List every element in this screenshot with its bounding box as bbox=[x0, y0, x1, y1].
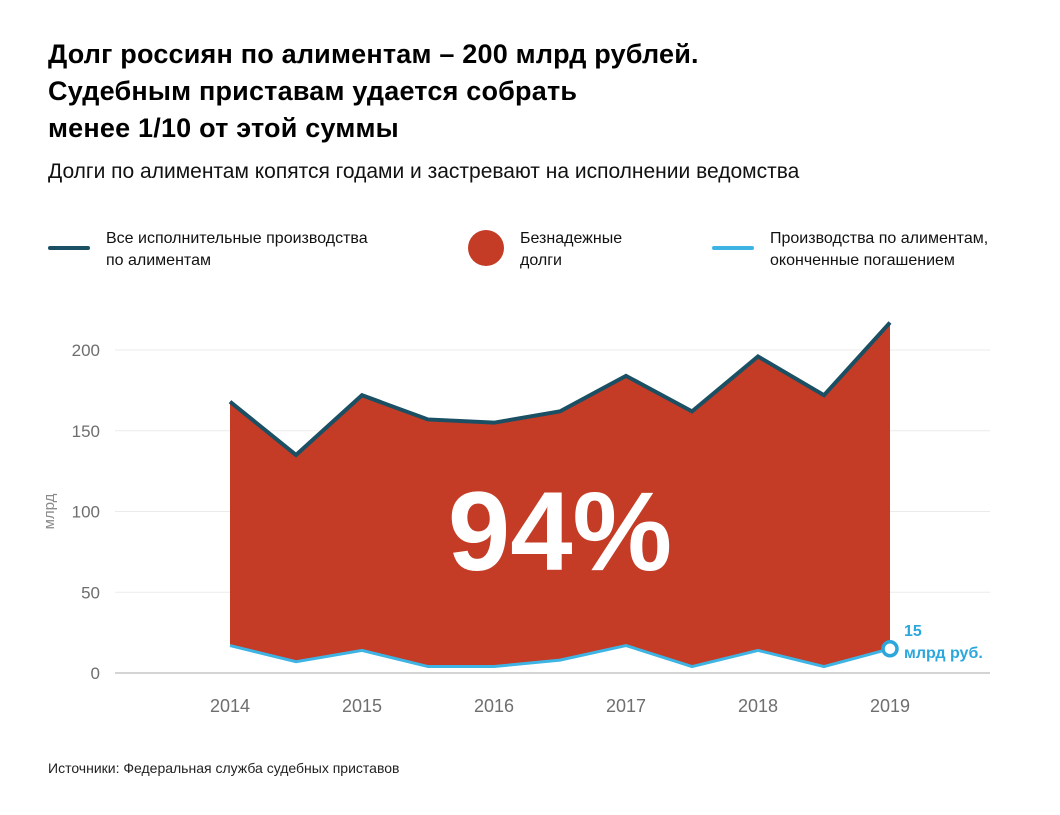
alimony-area-chart: 0 50 100 150 200 2014 2015 2016 2017 2018 2019 млрд… bbox=[41, 321, 990, 716]
svg-text:0: 0 bbox=[91, 664, 100, 683]
svg-text:2016: 2016 bbox=[474, 696, 514, 716]
legend-label-bad-debts: Безнадежные долги bbox=[520, 230, 623, 269]
legend-item-repaid-proceedings: Производства по алиментам, оконченные по… bbox=[712, 228, 988, 272]
page-title: Долг россиян по алиментам – 200 млрд руб… bbox=[48, 39, 699, 143]
chart-area: 0 50 100 150 200 2014 2015 2016 2017 2018 2019 млрд… bbox=[30, 298, 1030, 738]
svg-text:2014: 2014 bbox=[210, 696, 250, 716]
legend-label-repaid-proceedings: Производства по алиментам, оконченные по… bbox=[770, 230, 989, 269]
svg-text:50: 50 bbox=[81, 583, 100, 602]
legend-item-bad-debts: Безнадежные долги bbox=[468, 228, 622, 272]
svg-text:150: 150 bbox=[72, 422, 100, 441]
svg-text:2019: 2019 bbox=[870, 696, 910, 716]
red-circle-swatch-icon bbox=[468, 230, 504, 266]
svg-text:100: 100 bbox=[72, 503, 100, 522]
svg-text:94%: 94% bbox=[448, 469, 672, 594]
svg-text:2015: 2015 bbox=[342, 696, 382, 716]
legend: Все исполнительные производства по алиме… bbox=[0, 228, 1060, 288]
svg-text:200: 200 bbox=[72, 341, 100, 360]
legend-item-total-proceedings: Все исполнительные производства по алиме… bbox=[48, 228, 368, 272]
teal-line-swatch-icon bbox=[48, 246, 90, 250]
svg-text:2017: 2017 bbox=[606, 696, 646, 716]
svg-text:2018: 2018 bbox=[738, 696, 778, 716]
blue-line-swatch-icon bbox=[712, 246, 754, 250]
legend-label-total-proceedings: Все исполнительные производства по алиме… bbox=[106, 230, 368, 269]
source-note: Источники: Федеральная служба судебных п… bbox=[48, 760, 400, 776]
page-subtitle: Долги по алиментам копятся годами и заст… bbox=[48, 160, 800, 183]
svg-text:15: 15 bbox=[904, 623, 922, 640]
svg-text:млрд: млрд bbox=[41, 493, 58, 529]
svg-text:млрд руб.: млрд руб. bbox=[904, 645, 983, 662]
